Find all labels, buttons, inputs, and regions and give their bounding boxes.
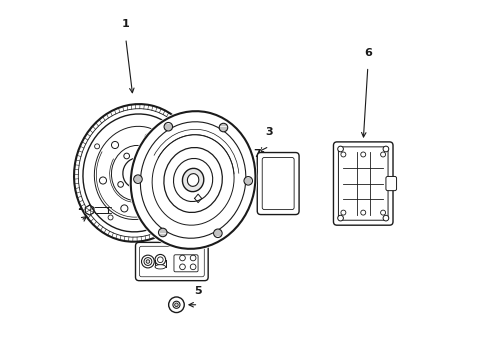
FancyBboxPatch shape bbox=[338, 147, 387, 220]
Text: 6: 6 bbox=[363, 48, 371, 58]
Polygon shape bbox=[85, 205, 94, 215]
Ellipse shape bbox=[158, 228, 167, 237]
Ellipse shape bbox=[149, 158, 155, 164]
Ellipse shape bbox=[380, 152, 385, 157]
Text: 7: 7 bbox=[252, 149, 260, 159]
Ellipse shape bbox=[155, 265, 165, 269]
Ellipse shape bbox=[382, 146, 388, 152]
Ellipse shape bbox=[166, 162, 173, 169]
Ellipse shape bbox=[72, 102, 200, 243]
FancyBboxPatch shape bbox=[262, 157, 293, 210]
Ellipse shape bbox=[111, 141, 118, 149]
Ellipse shape bbox=[157, 257, 163, 262]
Ellipse shape bbox=[174, 303, 178, 306]
Ellipse shape bbox=[190, 264, 196, 270]
Ellipse shape bbox=[122, 158, 150, 188]
Text: 4: 4 bbox=[176, 195, 183, 205]
Text: 1: 1 bbox=[122, 19, 129, 30]
Ellipse shape bbox=[173, 301, 180, 308]
Ellipse shape bbox=[83, 114, 189, 232]
Ellipse shape bbox=[360, 210, 365, 215]
Ellipse shape bbox=[130, 111, 255, 249]
Ellipse shape bbox=[382, 215, 388, 221]
Ellipse shape bbox=[163, 148, 222, 212]
FancyBboxPatch shape bbox=[385, 176, 396, 191]
Ellipse shape bbox=[144, 258, 151, 265]
Text: 5: 5 bbox=[194, 286, 202, 296]
Ellipse shape bbox=[74, 104, 198, 242]
Ellipse shape bbox=[337, 215, 343, 221]
FancyBboxPatch shape bbox=[333, 142, 392, 225]
Ellipse shape bbox=[164, 122, 172, 131]
Ellipse shape bbox=[154, 197, 161, 204]
Ellipse shape bbox=[146, 260, 149, 263]
Ellipse shape bbox=[123, 153, 129, 159]
Ellipse shape bbox=[168, 204, 173, 209]
Ellipse shape bbox=[144, 134, 152, 141]
Ellipse shape bbox=[190, 255, 196, 261]
Ellipse shape bbox=[155, 255, 165, 265]
Ellipse shape bbox=[141, 255, 154, 268]
Text: 2: 2 bbox=[77, 202, 84, 212]
Ellipse shape bbox=[219, 123, 227, 132]
Ellipse shape bbox=[213, 229, 222, 238]
Ellipse shape bbox=[121, 205, 128, 212]
Ellipse shape bbox=[380, 210, 385, 215]
Ellipse shape bbox=[340, 210, 345, 215]
FancyBboxPatch shape bbox=[135, 242, 208, 281]
Ellipse shape bbox=[176, 145, 181, 150]
Ellipse shape bbox=[133, 175, 142, 183]
Ellipse shape bbox=[129, 109, 257, 251]
Ellipse shape bbox=[143, 187, 149, 193]
Ellipse shape bbox=[187, 174, 199, 186]
Ellipse shape bbox=[337, 146, 343, 152]
FancyBboxPatch shape bbox=[257, 153, 299, 215]
Ellipse shape bbox=[179, 264, 185, 270]
Ellipse shape bbox=[168, 297, 184, 312]
Ellipse shape bbox=[179, 255, 185, 261]
Ellipse shape bbox=[182, 168, 203, 192]
Ellipse shape bbox=[99, 177, 106, 184]
Ellipse shape bbox=[340, 152, 345, 157]
Ellipse shape bbox=[360, 152, 365, 157]
Ellipse shape bbox=[244, 177, 252, 185]
Ellipse shape bbox=[94, 144, 100, 149]
Text: 3: 3 bbox=[265, 127, 273, 138]
Ellipse shape bbox=[108, 215, 113, 220]
Ellipse shape bbox=[118, 181, 123, 187]
